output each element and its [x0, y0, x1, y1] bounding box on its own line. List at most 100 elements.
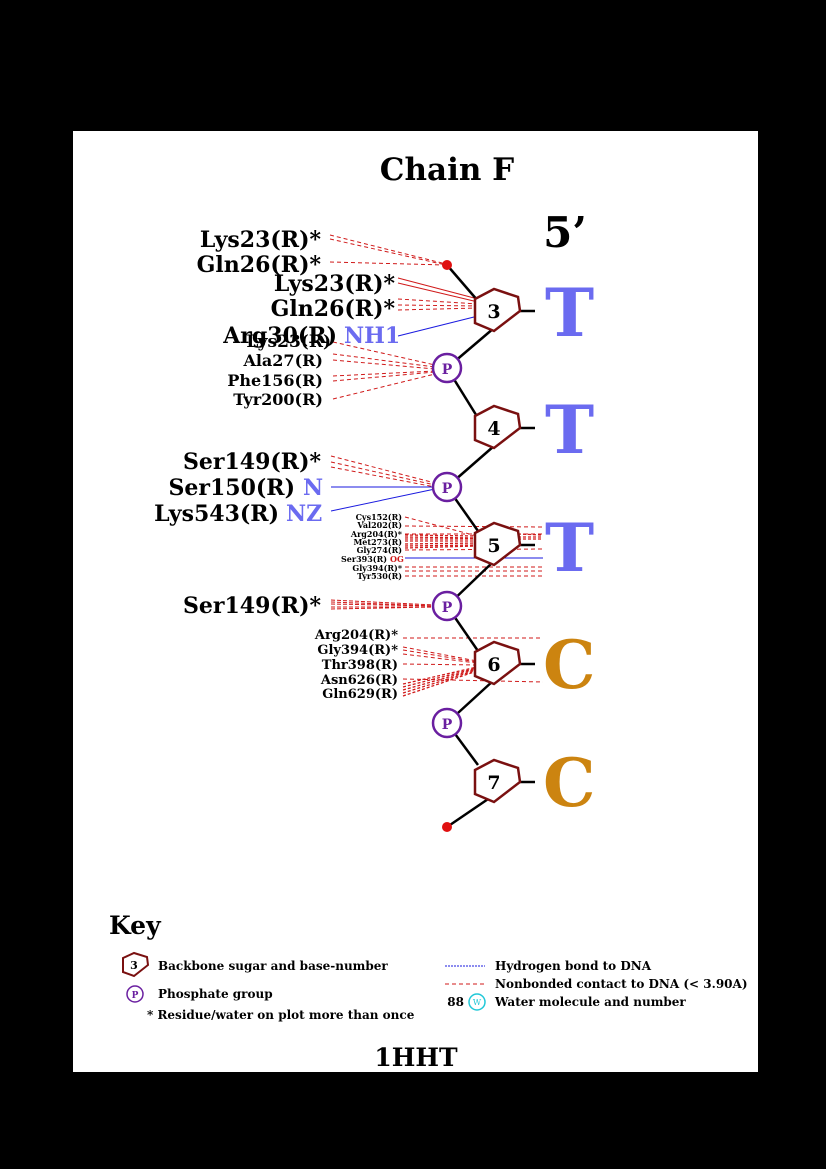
contact-line	[329, 261, 447, 266]
pdb-id: 1HHT	[374, 1043, 458, 1072]
contact-bundle	[330, 599, 436, 610]
legend-sugar-symbol: 3	[122, 951, 150, 978]
contact-line	[332, 341, 436, 366]
residue-atom-label: NH1	[344, 323, 400, 349]
sugar-number: 5	[487, 535, 500, 557]
residue-label: Asn626(R)	[320, 673, 398, 688]
contact-line	[402, 666, 478, 685]
contact-line	[397, 277, 479, 300]
residue-label: Val202(R)	[356, 520, 402, 530]
phosphate-circle	[126, 985, 144, 1003]
residue-label: Arg204(R)*	[314, 628, 398, 643]
sugar-number: 6	[487, 654, 500, 676]
contact-line	[330, 603, 436, 607]
contact-line	[397, 282, 479, 303]
backbone-segment	[446, 793, 495, 829]
sugar-pentagon	[473, 521, 522, 567]
legend: Key 3 Backbone sugar and base-number P P…	[109, 911, 748, 1022]
phosphate-circle	[431, 590, 463, 622]
residue-label: Thr398(R)	[322, 658, 398, 673]
legend-water-number: 88	[447, 995, 464, 1009]
legend-heading: Key	[109, 911, 162, 940]
legend-phosphate-symbol: P	[126, 985, 144, 1003]
residue-atom-label: OG	[390, 554, 404, 564]
legend-multi-text: * Residue/water on plot more than once	[147, 1008, 415, 1022]
phosphate-label: P	[442, 717, 453, 733]
three-prime-terminal-dot	[442, 822, 452, 832]
base-letter: T	[545, 274, 594, 352]
sugar-5: 5	[473, 521, 522, 567]
hbond-line	[397, 315, 479, 337]
contact-line	[404, 545, 478, 549]
contact-lines	[329, 234, 544, 697]
contact-line	[402, 646, 478, 662]
legend-sugar-text: Backbone sugar and base-number	[158, 959, 388, 973]
sugar-pentagon	[473, 640, 522, 686]
contact-line	[330, 606, 436, 610]
contact-line	[329, 238, 447, 266]
contact-line	[402, 668, 478, 691]
contact-line	[404, 544, 478, 547]
phosphate-label: P	[442, 600, 453, 616]
phosphate-label: P	[442, 481, 453, 497]
contact-line	[404, 525, 544, 528]
legend-phosphate-letter: P	[132, 991, 139, 1001]
sugar-number: 7	[487, 772, 500, 794]
base-letter: T	[545, 509, 594, 587]
contact-line	[330, 599, 436, 606]
residue-label: Ser149(R)*	[183, 449, 322, 475]
phosphate-label: P	[442, 362, 453, 378]
sugar-number: 4	[487, 418, 500, 440]
phosphate-5-6: P	[431, 590, 463, 622]
contact-line	[397, 298, 479, 305]
residue-label: Gly394(R)*	[317, 643, 398, 658]
contact-line	[332, 359, 436, 370]
contact-line	[402, 667, 478, 688]
residue-atom-label: NZ	[286, 501, 322, 527]
residue-label: Tyr200(R)	[233, 390, 323, 409]
base-letter: C	[543, 626, 596, 704]
contact-line	[332, 371, 436, 382]
contact-line	[332, 370, 436, 377]
contact-line	[397, 307, 479, 311]
contact-line	[330, 455, 436, 484]
contact-bundle	[402, 666, 478, 697]
phosphate-4-5: P	[431, 471, 463, 503]
residue-label: Cys152(R)	[356, 512, 403, 522]
residue-label: Ala27(R)	[242, 351, 323, 370]
residue-atom-label: N	[303, 475, 323, 501]
plot-sheet: Chain F 5’	[73, 131, 758, 1072]
contact-line	[329, 234, 447, 265]
contact-line	[332, 373, 436, 400]
contact-line	[397, 304, 479, 307]
contact-line	[402, 649, 478, 663]
residue-label: Ser393(R)	[341, 554, 387, 564]
base-letter: T	[545, 391, 594, 469]
legend-hbond-text: Hydrogen bond to DNA	[495, 959, 652, 973]
residue-label: Lys543(R)	[154, 501, 279, 527]
sugar-pentagon	[122, 951, 150, 978]
legend-water-text: Water molecule and number	[494, 995, 686, 1009]
residue-label: Phe156(R)	[227, 371, 323, 390]
contact-bundle	[404, 533, 544, 549]
residue-label: Arg30(R)	[222, 323, 337, 349]
sugar-4: 4	[473, 404, 522, 450]
residue-label: Tyr530(R)	[357, 571, 402, 581]
phosphate-6-7: P	[431, 707, 463, 739]
sugar-pentagon	[473, 287, 522, 333]
backbone-segment	[446, 264, 479, 302]
phosphate-circle	[431, 471, 463, 503]
sugar-pentagon	[473, 404, 522, 450]
residue-label: Lys23(R)	[246, 332, 331, 352]
contact-line	[402, 670, 478, 697]
residue-label: Lys23(R)*	[274, 271, 396, 297]
contact-line	[330, 466, 436, 488]
residue-label: Gly274(R)	[357, 545, 403, 555]
legend-sugar-number: 3	[130, 959, 138, 972]
sugar-number: 3	[487, 301, 500, 323]
water-symbol	[468, 993, 486, 1011]
residue-label: Gly394(R)*	[352, 563, 402, 573]
contact-line	[402, 653, 478, 664]
sugar-pentagon	[473, 758, 522, 804]
contact-line	[402, 678, 544, 683]
